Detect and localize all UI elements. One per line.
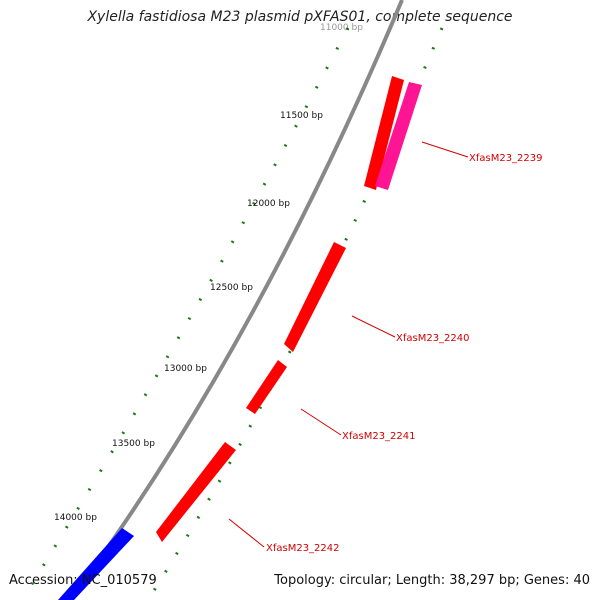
gene-label-xfasm23-2239[interactable]: XfasM23_2239: [469, 153, 543, 164]
map-title: Xylella fastidiosa M23 plasmid pXFAS01, …: [87, 9, 513, 25]
gene-arrow-xfasm23-2239[interactable]: [364, 76, 404, 190]
gene-label-xfasm23-2241[interactable]: XfasM23_2241: [342, 431, 416, 442]
accession-label: Accession: NC_010579: [9, 573, 157, 588]
tick-label-11500: 11500 bp: [280, 111, 323, 121]
gene-leader-2240: [351, 315, 396, 338]
tick-label-11000: 11000 bp: [320, 23, 363, 33]
tick-label-13500: 13500 bp: [112, 439, 155, 449]
plasmid-backbone: [68, 0, 404, 600]
topology-summary: Topology: circular; Length: 38,297 bp; G…: [274, 573, 590, 588]
gene-arrow-xfasm23-2240[interactable]: [284, 242, 346, 352]
gene-arrow-xfasm23-2239-reverse[interactable]: [375, 82, 422, 190]
tick-label-13000: 13000 bp: [164, 364, 207, 374]
gene-leader-2242: [228, 518, 265, 548]
gene-arrow-xfasm23-2242[interactable]: [156, 442, 236, 542]
gene-arrow-other[interactable]: [58, 528, 134, 600]
gene-leader-2241: [300, 408, 342, 436]
tick-label-12500: 12500 bp: [210, 283, 253, 293]
gene-label-xfasm23-2242[interactable]: XfasM23_2242: [266, 543, 340, 554]
gene-arrow-xfasm23-2241[interactable]: [246, 360, 287, 414]
tick-label-12000: 12000 bp: [247, 199, 290, 209]
gene-label-xfasm23-2240[interactable]: XfasM23_2240: [396, 333, 470, 344]
gene-leader-2239: [421, 141, 469, 158]
tick-label-14000: 14000 bp: [54, 513, 97, 523]
